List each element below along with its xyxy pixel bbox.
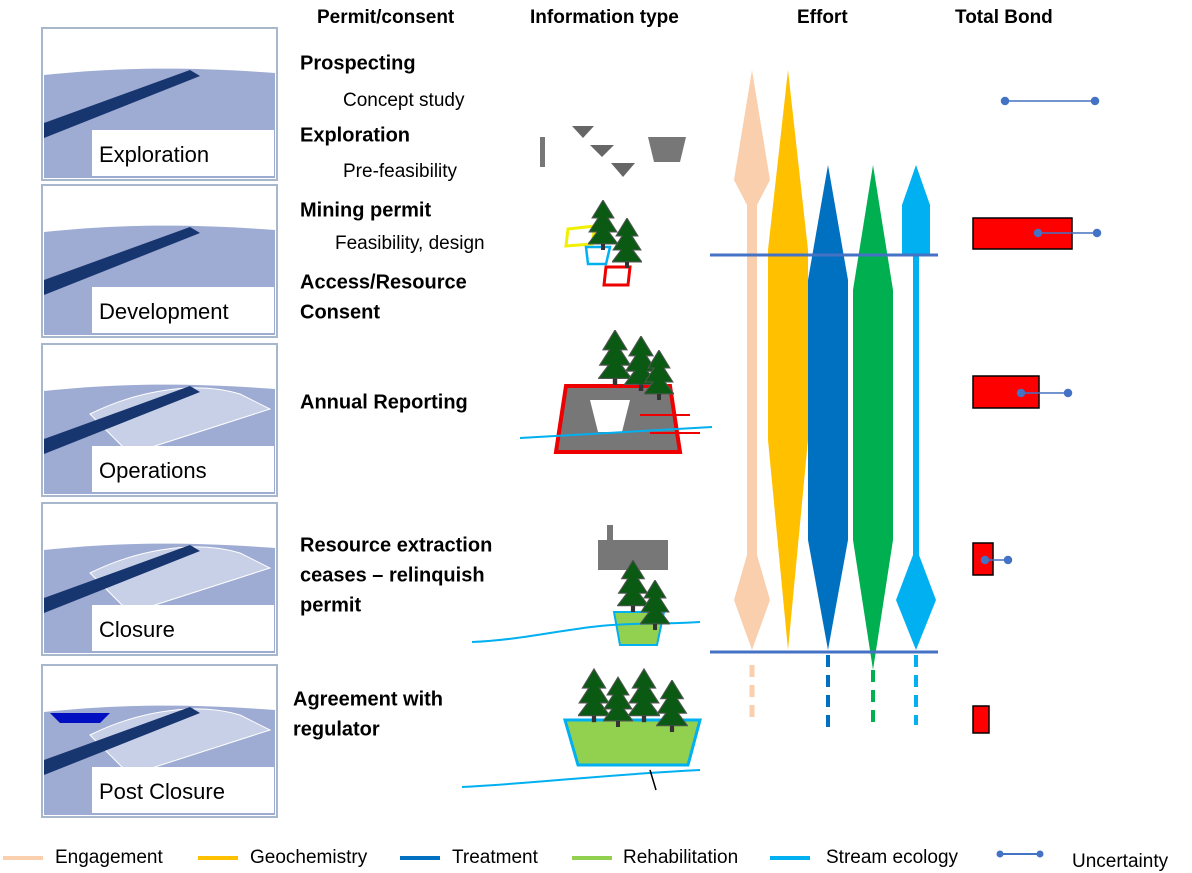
legend-label: Uncertainty [1072, 851, 1169, 872]
permit-title: Prospecting [300, 52, 416, 74]
stage-label: Operations [99, 458, 207, 483]
permit-detail: Concept study [343, 90, 465, 111]
column-header: Effort [797, 7, 848, 28]
effort-ribbons [710, 70, 938, 730]
stage-label: Exploration [99, 142, 209, 167]
info-icons [462, 126, 712, 790]
permit-title: Consent [300, 301, 380, 323]
pit-lake [50, 713, 110, 723]
permit-title: Mining permit [300, 199, 431, 221]
stage-panel: Exploration [42, 28, 277, 180]
diagram: Permit/consent Information type Effort Tota… [0, 0, 1192, 873]
column-header: Information type [530, 7, 679, 28]
bond-bars [973, 98, 1101, 734]
legend-label: Geochemistry [250, 847, 368, 868]
legend-swatch [997, 851, 1004, 858]
legend-label: Treatment [452, 847, 539, 868]
permit-title: Annual Reporting [300, 391, 468, 413]
legend-label: Stream ecology [826, 847, 959, 868]
permit-title: permit [300, 594, 361, 616]
permit-title: Agreement with [293, 688, 443, 710]
stage-panel: Closure [42, 503, 277, 655]
stage-label: Post Closure [99, 779, 225, 804]
legend-label: Engagement [55, 847, 163, 868]
permit-detail: Pre-feasibility [343, 161, 458, 182]
stage-label: Closure [99, 617, 175, 642]
stage-label: Development [99, 299, 229, 324]
permit-title: Access/Resource [300, 271, 467, 293]
permit-title: ceases – relinquish [300, 564, 485, 586]
stage-panel: Operations [42, 344, 277, 496]
legend-label: Rehabilitation [623, 847, 738, 868]
permit-detail: Feasibility, design [335, 233, 485, 254]
permit-title: regulator [293, 718, 380, 740]
permit-title: Resource extraction [300, 534, 492, 556]
stage-panel: Post Closure [42, 665, 277, 817]
stage-panel: Development [42, 185, 277, 337]
column-header: Permit/consent [317, 7, 455, 28]
permit-title: Exploration [300, 124, 410, 146]
legend-swatch [1037, 851, 1044, 858]
column-header: Total Bond [955, 7, 1053, 28]
